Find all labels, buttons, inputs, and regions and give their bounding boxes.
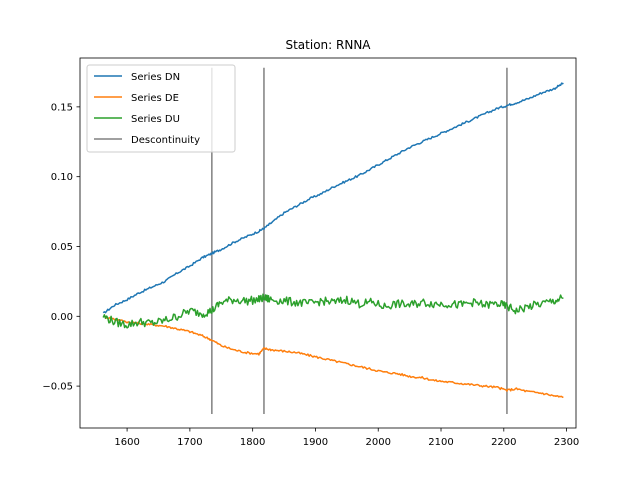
legend-box [86, 64, 236, 153]
series-line-series-de [102, 315, 564, 399]
chart-title: Station: RNNA [285, 38, 371, 52]
axes-frame [79, 57, 577, 429]
x-tick-label-1900: 1900 [303, 437, 328, 448]
legend-label-series-du: Series DU [131, 114, 180, 125]
series-line-series-du [102, 293, 564, 329]
x-tick-label-2100: 2100 [428, 437, 453, 448]
y-tick-label-0: −0.05 [42, 382, 73, 393]
x-tick-label-2300: 2300 [554, 437, 579, 448]
y-tick-label-2: 0.05 [51, 242, 73, 253]
y-tick-label-1: 0.00 [51, 312, 73, 323]
y-tick-label-4: 0.15 [51, 102, 73, 113]
x-tick-label-1800: 1800 [240, 437, 265, 448]
series-line-series-dn [102, 82, 564, 314]
x-tick-label-1700: 1700 [177, 437, 202, 448]
legend: Series DN Series DE Series DU Descontinu… [86, 64, 236, 153]
x-tick-label-1600: 1600 [114, 437, 139, 448]
series-lines [102, 82, 564, 399]
x-tick-label-2000: 2000 [366, 437, 391, 448]
legend-label-series-dn: Series DN [131, 72, 180, 83]
x-axis: 1600 1700 1800 1900 2000 2100 2200 2300 [114, 428, 579, 448]
y-tick-label-3: 0.10 [51, 172, 73, 183]
y-axis: −0.05 0.00 0.05 0.10 0.15 [42, 102, 80, 393]
x-tick-label-2200: 2200 [491, 437, 516, 448]
legend-label-series-de: Series DE [131, 93, 179, 104]
legend-label-discontinuity: Descontinuity [131, 135, 200, 146]
